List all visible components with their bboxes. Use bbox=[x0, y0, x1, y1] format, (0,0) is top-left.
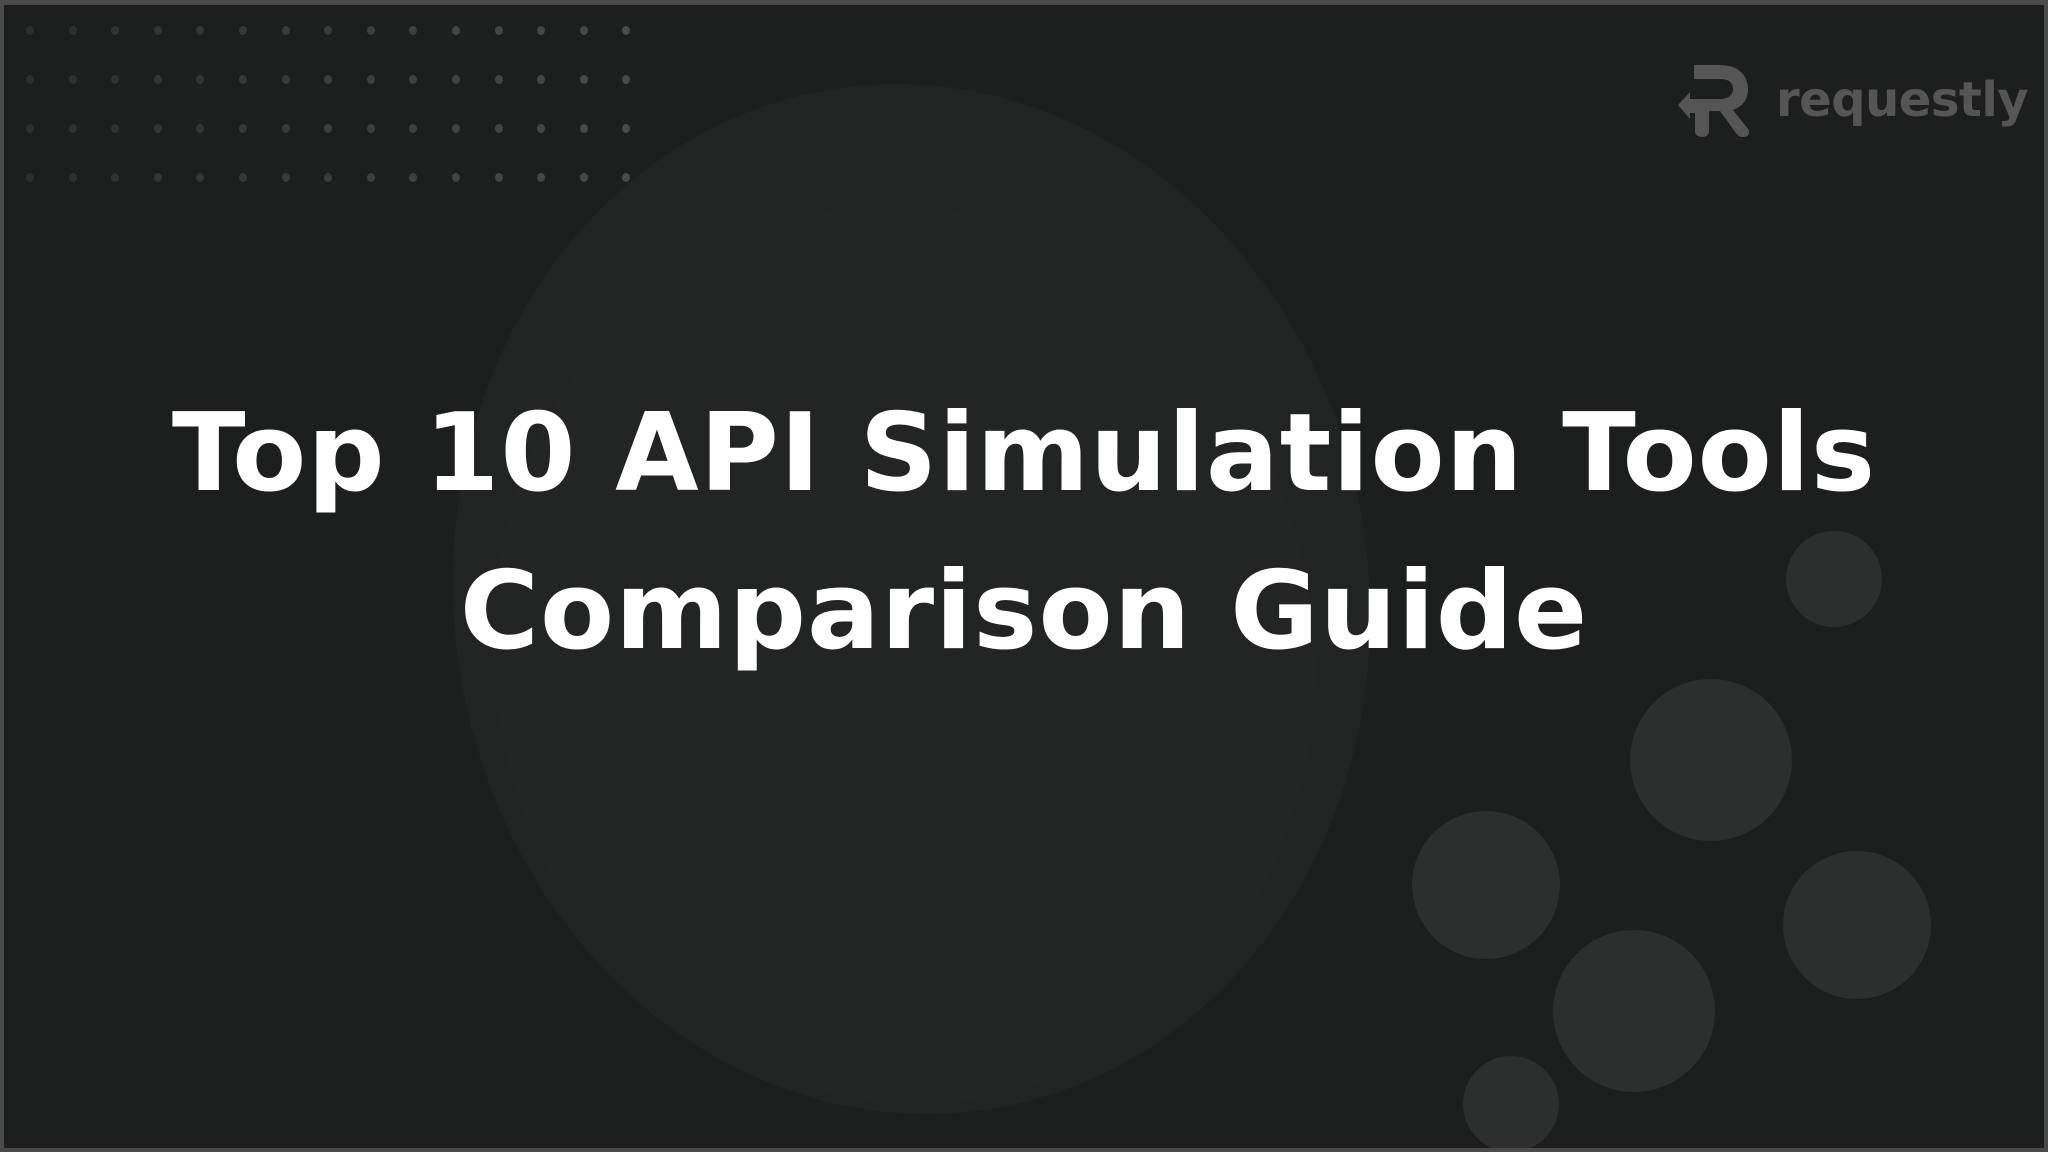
grid-dot bbox=[26, 75, 34, 84]
title-line-2: Comparison Guide bbox=[459, 549, 1589, 674]
grid-dot bbox=[68, 75, 77, 84]
grid-dot bbox=[366, 173, 375, 182]
grid-dot bbox=[239, 173, 247, 182]
grid-dot bbox=[452, 124, 460, 133]
decor-circle bbox=[1783, 851, 1931, 999]
grid-dot bbox=[537, 75, 546, 84]
grid-dot bbox=[239, 75, 247, 84]
grid-dot bbox=[153, 26, 162, 35]
grid-dot bbox=[196, 26, 205, 35]
decor-circle bbox=[1553, 930, 1715, 1092]
grid-dot bbox=[409, 173, 418, 182]
grid-dot bbox=[494, 124, 503, 133]
grid-dot bbox=[622, 26, 631, 35]
grid-dot bbox=[281, 26, 290, 35]
grid-dot bbox=[494, 173, 503, 182]
grid-dot bbox=[409, 75, 418, 84]
requestly-r-arrow-icon bbox=[1678, 65, 1750, 137]
grid-dot bbox=[579, 75, 588, 84]
grid-dot bbox=[111, 75, 120, 84]
grid-dot bbox=[239, 26, 247, 35]
grid-dot bbox=[68, 26, 77, 35]
grid-dot bbox=[68, 124, 77, 133]
logo-text: requestly bbox=[1776, 72, 2029, 128]
grid-dot bbox=[494, 26, 503, 35]
grid-dot bbox=[111, 124, 120, 133]
grid-dot bbox=[622, 124, 631, 133]
grid-dot bbox=[26, 124, 34, 133]
decor-circle bbox=[1786, 531, 1882, 627]
grid-dot bbox=[452, 173, 460, 182]
grid-dot bbox=[579, 173, 588, 182]
decor-circle bbox=[1463, 1056, 1559, 1148]
grid-dot bbox=[281, 124, 290, 133]
grid-dot bbox=[153, 124, 162, 133]
grid-dot bbox=[324, 173, 333, 182]
grid-dot bbox=[452, 26, 460, 35]
grid-dot bbox=[537, 173, 546, 182]
grid-dot bbox=[579, 26, 588, 35]
grid-dot bbox=[281, 173, 290, 182]
grid-dot bbox=[239, 124, 247, 133]
title-line-1: Top 10 API Simulation Tools bbox=[171, 391, 1877, 516]
grid-dot bbox=[324, 26, 333, 35]
grid-dot bbox=[68, 173, 77, 182]
grid-dot bbox=[537, 124, 546, 133]
grid-dot bbox=[196, 124, 205, 133]
page-title: Top 10 API Simulation Tools Comparison G… bbox=[4, 375, 2044, 691]
slide-canvas: requestly Top 10 API Simulation Tools Co… bbox=[4, 5, 2044, 1148]
grid-dot bbox=[324, 75, 333, 84]
grid-dot bbox=[26, 173, 34, 182]
grid-dot bbox=[111, 26, 120, 35]
grid-dot bbox=[366, 75, 375, 84]
grid-dot bbox=[153, 75, 162, 84]
grid-dot bbox=[494, 75, 503, 84]
grid-dot bbox=[579, 124, 588, 133]
grid-dot bbox=[153, 173, 162, 182]
decor-circle bbox=[1412, 811, 1560, 959]
decor-circle bbox=[1630, 679, 1792, 841]
grid-dot bbox=[622, 75, 631, 84]
grid-dot bbox=[409, 26, 418, 35]
grid-dot bbox=[409, 124, 418, 133]
grid-dot bbox=[452, 75, 460, 84]
grid-dot bbox=[196, 75, 205, 84]
grid-dot bbox=[366, 26, 375, 35]
grid-dot bbox=[622, 173, 631, 182]
grid-dot bbox=[26, 26, 34, 35]
grid-dot bbox=[111, 173, 120, 182]
grid-dot bbox=[196, 173, 205, 182]
grid-dot bbox=[366, 124, 375, 133]
grid-dot bbox=[537, 26, 546, 35]
grid-dot bbox=[281, 75, 290, 84]
grid-dot bbox=[324, 124, 333, 133]
requestly-logo: requestly bbox=[1676, 61, 2029, 139]
